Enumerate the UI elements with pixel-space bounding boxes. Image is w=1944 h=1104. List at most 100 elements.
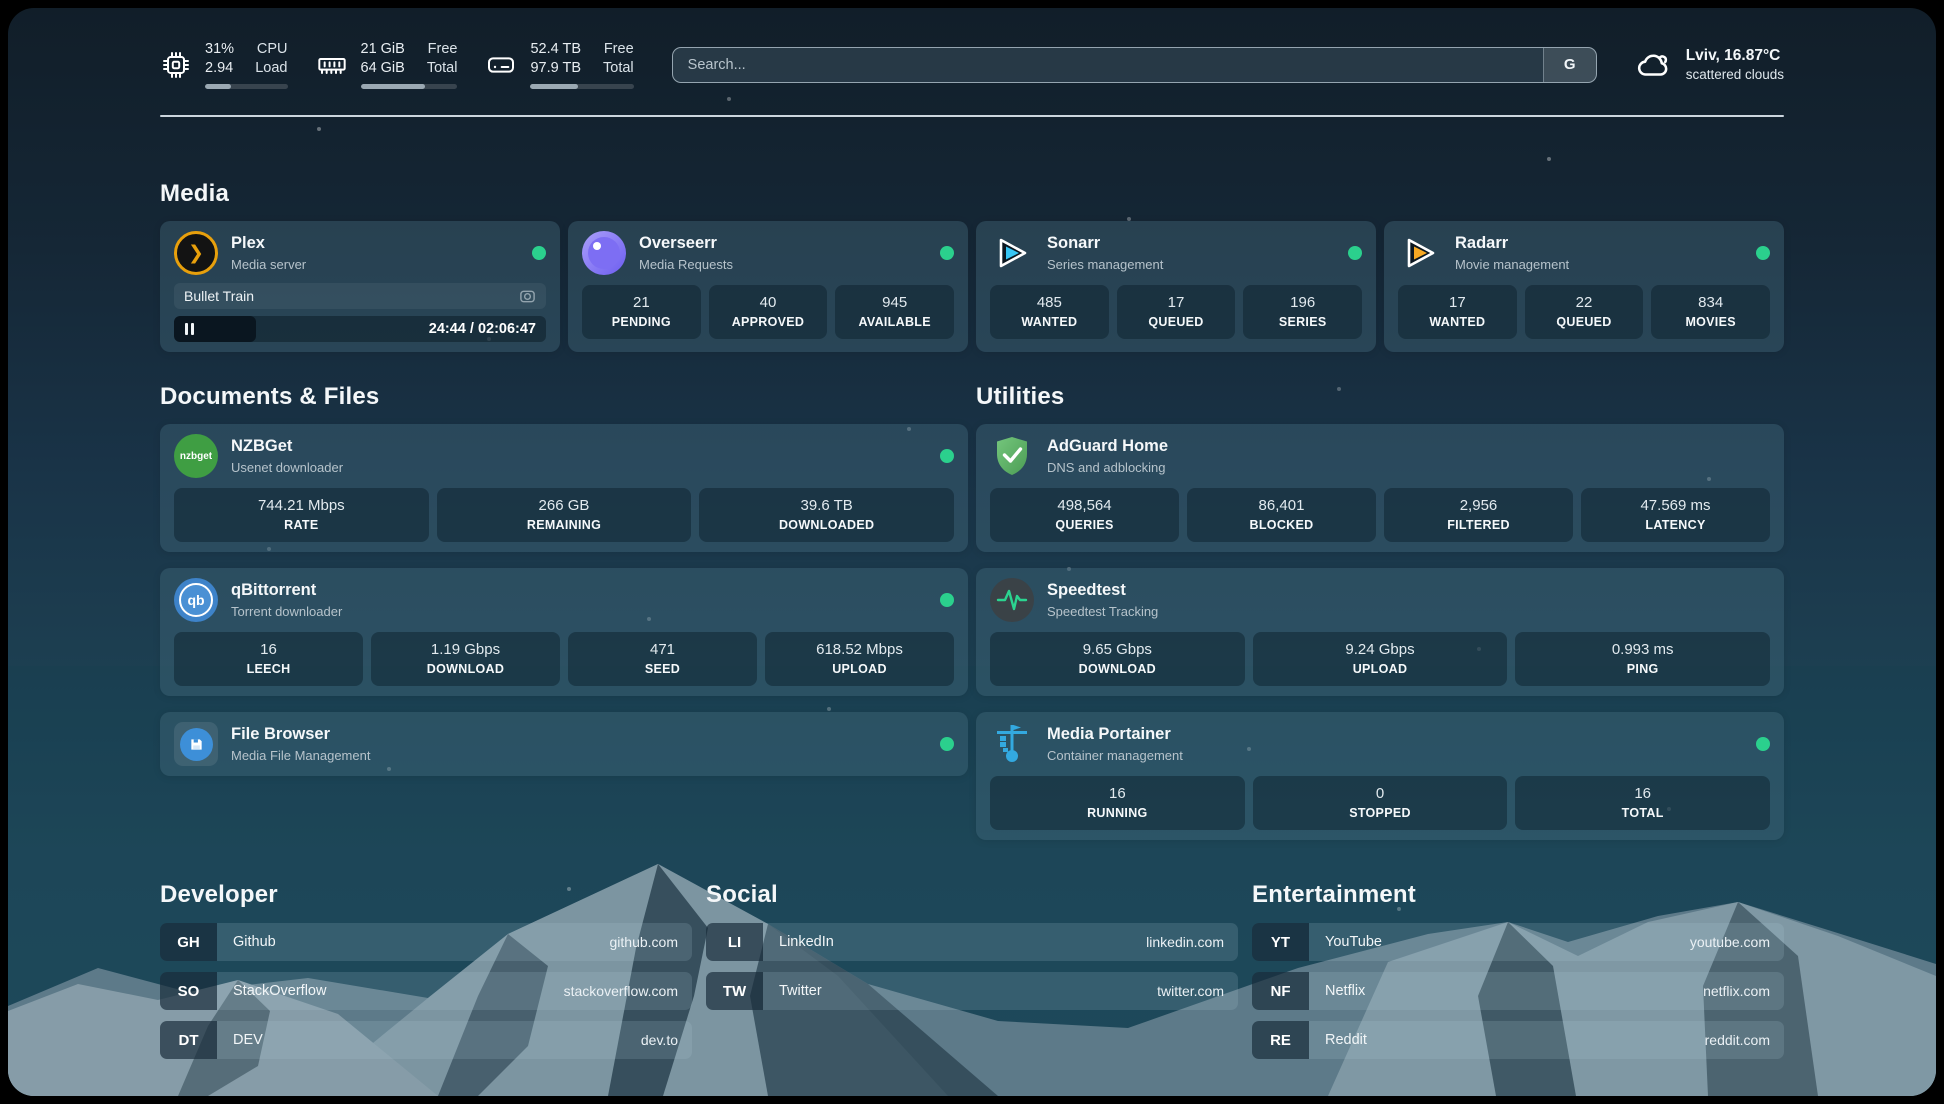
entertainment-section-title: Entertainment (1252, 880, 1784, 910)
social-section-title: Social (706, 880, 1238, 910)
cpu-progress-bar (205, 84, 288, 89)
bookmark-url: linkedin.com (1146, 923, 1238, 961)
media-preview-icon[interactable] (519, 288, 536, 305)
header-divider (160, 115, 1784, 117)
service-name: Speedtest (1047, 580, 1158, 601)
load-label: Load (255, 59, 287, 78)
service-desc: Media server (231, 256, 306, 273)
bookmark-url: github.com (610, 923, 692, 961)
bookmark-linkedin[interactable]: LI LinkedIn linkedin.com (706, 923, 1238, 961)
stat-tile: 834MOVIES (1651, 285, 1770, 339)
bookmark-name: YouTube (1309, 923, 1382, 961)
stat-tile: 471SEED (568, 632, 757, 686)
service-name: Radarr (1455, 233, 1569, 254)
service-desc: Torrent downloader (231, 603, 342, 620)
bookmark-abbr: TW (706, 972, 763, 1010)
bookmark-abbr: DT (160, 1021, 217, 1059)
stat-tile: 16TOTAL (1515, 776, 1770, 830)
plex-icon: ❯ (174, 231, 218, 275)
documents-column: Documents & Files nzbget NZBGet Usenet d… (160, 382, 968, 776)
service-desc: DNS and adblocking (1047, 459, 1168, 476)
service-card-qbittorrent[interactable]: qb qBittorrent Torrent downloader 16LEEC… (160, 568, 968, 696)
stat-tile: 21PENDING (582, 285, 701, 339)
bookmark-name: Netflix (1309, 972, 1365, 1010)
service-card-overseerr[interactable]: Overseerr Media Requests 21PENDING 40APP… (568, 221, 968, 352)
playback-progress-row: 24:44 / 02:06:47 (174, 316, 546, 342)
service-card-nzbget[interactable]: nzbget NZBGet Usenet downloader 744.21 M… (160, 424, 968, 552)
service-name: qBittorrent (231, 580, 342, 601)
documents-section-title: Documents & Files (160, 382, 968, 412)
stat-tile: 86,401BLOCKED (1187, 488, 1376, 542)
service-card-filebrowser[interactable]: File Browser Media File Management (160, 712, 968, 776)
entertainment-bookmarks: Entertainment YT YouTube youtube.com NF … (1252, 880, 1784, 1070)
bookmark-dev[interactable]: DT DEV dev.to (160, 1021, 692, 1059)
bookmark-abbr: NF (1252, 972, 1309, 1010)
stat-tile: 945AVAILABLE (835, 285, 954, 339)
stat-tile: 17WANTED (1398, 285, 1517, 339)
memory-icon (316, 49, 348, 81)
service-desc: Movie management (1455, 256, 1569, 273)
playback-time: 24:44 / 02:06:47 (429, 321, 536, 337)
status-dot (940, 737, 954, 751)
bookmark-url: twitter.com (1157, 972, 1238, 1010)
service-card-sonarr[interactable]: Sonarr Series management 485WANTED 17QUE… (976, 221, 1376, 352)
utilities-section-title: Utilities (976, 382, 1784, 412)
stat-tile: 40APPROVED (709, 285, 828, 339)
service-desc: Usenet downloader (231, 459, 343, 476)
stat-tile: 9.24 GbpsUPLOAD (1253, 632, 1508, 686)
filebrowser-icon (174, 722, 218, 766)
stat-tile: 9.65 GbpsDOWNLOAD (990, 632, 1245, 686)
weather-condition: scattered clouds (1686, 66, 1784, 84)
media-section-title: Media (160, 179, 1784, 209)
bookmark-twitter[interactable]: TW Twitter twitter.com (706, 972, 1238, 1010)
service-card-radarr[interactable]: Radarr Movie management 17WANTED 22QUEUE… (1384, 221, 1784, 352)
snow-specks (8, 8, 10, 10)
nzbget-icon: nzbget (174, 434, 218, 478)
service-name: Plex (231, 233, 306, 254)
search-engine-button[interactable]: G (1543, 48, 1596, 82)
search-bar: G (672, 47, 1597, 83)
stat-tile: 744.21 MbpsRATE (174, 488, 429, 542)
now-playing-title: Bullet Train (184, 288, 254, 304)
weather-widget: Lviv, 16.87°C scattered clouds (1635, 46, 1784, 84)
speedtest-icon (990, 578, 1034, 622)
developer-section-title: Developer (160, 880, 692, 910)
weather-location-temp: Lviv, 16.87°C (1686, 46, 1784, 66)
service-desc: Container management (1047, 747, 1183, 764)
search-input[interactable] (672, 47, 1597, 83)
cpu-usage-value: 31% (205, 40, 234, 59)
bookmark-abbr: GH (160, 923, 217, 961)
service-card-plex[interactable]: ❯ Plex Media server Bullet Train (160, 221, 560, 352)
memory-progress-bar (361, 84, 458, 89)
memory-total-label: Total (427, 59, 458, 78)
disk-total-label: Total (603, 59, 634, 78)
developer-bookmarks: Developer GH Github github.com SO StackO… (160, 880, 692, 1070)
bookmark-youtube[interactable]: YT YouTube youtube.com (1252, 923, 1784, 961)
service-card-portainer[interactable]: Media Portainer Container management 16R… (976, 712, 1784, 840)
status-dot (940, 449, 954, 463)
bookmark-reddit[interactable]: RE Reddit reddit.com (1252, 1021, 1784, 1059)
top-bar: 31%CPU 2.94Load 21 GiBFree 64 GiBTotal (160, 8, 1784, 89)
pause-icon[interactable] (185, 323, 194, 335)
service-card-speedtest[interactable]: Speedtest Speedtest Tracking 9.65 GbpsDO… (976, 568, 1784, 696)
bookmark-stackoverflow[interactable]: SO StackOverflow stackoverflow.com (160, 972, 692, 1010)
bookmark-name: DEV (217, 1021, 263, 1059)
stat-tile: 22QUEUED (1525, 285, 1644, 339)
status-dot (1756, 246, 1770, 260)
stat-tile: 498,564QUERIES (990, 488, 1179, 542)
disk-total-value: 97.9 TB (530, 59, 581, 78)
bookmark-name: LinkedIn (763, 923, 834, 961)
portainer-icon (990, 722, 1034, 766)
bookmark-github[interactable]: GH Github github.com (160, 923, 692, 961)
memory-free-value: 21 GiB (361, 40, 405, 59)
bookmark-netflix[interactable]: NF Netflix netflix.com (1252, 972, 1784, 1010)
memory-stat: 21 GiBFree 64 GiBTotal (316, 40, 458, 89)
service-card-adguard[interactable]: AdGuard Home DNS and adblocking 498,564Q… (976, 424, 1784, 552)
cpu-stat: 31%CPU 2.94Load (160, 40, 288, 89)
service-name: AdGuard Home (1047, 436, 1168, 457)
dashboard-window: 31%CPU 2.94Load 21 GiBFree 64 GiBTotal (8, 8, 1936, 1096)
bookmark-url: reddit.com (1705, 1021, 1784, 1059)
service-desc: Media File Management (231, 747, 370, 764)
memory-total-value: 64 GiB (361, 59, 405, 78)
status-dot (940, 246, 954, 260)
